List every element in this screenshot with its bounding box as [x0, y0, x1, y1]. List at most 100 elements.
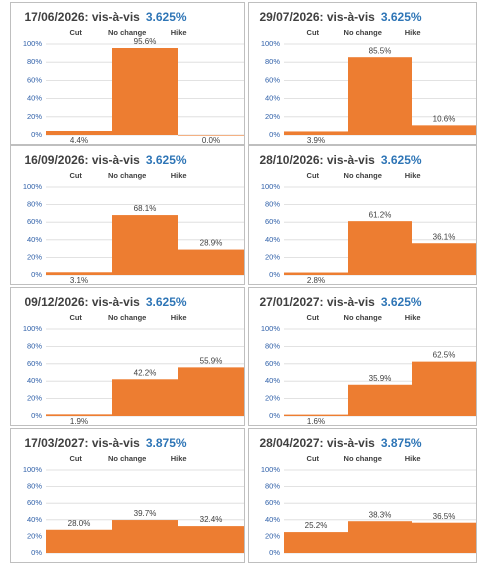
value-label: 3.1%	[70, 276, 88, 285]
y-tick-label: 100%	[23, 324, 43, 333]
value-label: 1.9%	[70, 417, 88, 426]
value-label: 28.9%	[200, 239, 223, 248]
y-tick-label: 40%	[27, 376, 42, 385]
y-tick-label: 100%	[23, 39, 43, 48]
y-tick-label: 80%	[27, 57, 42, 66]
chart-panel: 16/09/2026: vis-à-vis 3.625% 0% 20% 40% 60% 80…	[10, 145, 245, 285]
y-tick-label: 40%	[265, 94, 280, 103]
bar	[412, 243, 476, 275]
value-label: 95.6%	[134, 37, 157, 46]
bar	[178, 367, 244, 416]
y-tick-label: 60%	[27, 498, 42, 507]
category-label: Cut	[307, 171, 320, 180]
value-label: 55.9%	[200, 356, 223, 365]
y-tick-label: 60%	[265, 217, 280, 226]
y-tick-label: 100%	[261, 465, 281, 474]
category-label: Cut	[307, 313, 320, 322]
bar	[348, 57, 412, 135]
bar	[46, 130, 112, 135]
chart-panel: 17/06/2026: vis-à-vis 3.625% 0% 20% 40% 60% 80…	[10, 2, 245, 145]
bar	[284, 414, 348, 416]
chart-title: 16/09/2026: vis-à-vis 3.625%	[24, 153, 186, 167]
value-label: 35.9%	[369, 374, 392, 383]
y-tick-label: 20%	[265, 112, 280, 121]
title-rate: 3.625%	[381, 10, 422, 24]
y-tick-label: 20%	[27, 394, 42, 403]
value-label: 1.6%	[307, 417, 325, 426]
panel-frame	[10, 145, 245, 285]
bar	[178, 249, 244, 275]
chart-panel: 09/12/2026: vis-à-vis 3.625% 0% 20% 40% 60% 80…	[10, 287, 245, 426]
title-text: 29/07/2026: vis-à-vis	[259, 10, 375, 24]
y-tick-label: 100%	[23, 182, 43, 191]
y-tick-label: 0%	[269, 130, 280, 139]
chart-panel: 17/03/2027: vis-à-vis 3.875% 0% 20% 40% 60% 80…	[10, 428, 245, 563]
title-rate: 3.625%	[146, 153, 187, 167]
y-tick-label: 20%	[265, 394, 280, 403]
title-rate: 3.625%	[381, 295, 422, 309]
category-label: No change	[344, 28, 382, 37]
title-rate: 3.625%	[381, 153, 422, 167]
y-tick-label: 40%	[27, 235, 42, 244]
chart-title: 28/04/2027: vis-à-vis 3.875%	[259, 436, 421, 450]
y-tick-label: 60%	[27, 75, 42, 84]
value-label: 36.1%	[433, 232, 456, 241]
y-tick-label: 80%	[27, 200, 42, 209]
y-tick-label: 80%	[265, 200, 280, 209]
value-label: 28.0%	[68, 519, 91, 528]
value-label: 39.7%	[134, 509, 157, 518]
value-label: 36.5%	[433, 512, 456, 521]
value-label: 0.0%	[202, 136, 220, 145]
category-label: No change	[108, 28, 146, 37]
bar	[46, 414, 112, 416]
y-tick-label: 100%	[261, 324, 281, 333]
category-label: Hike	[405, 171, 421, 180]
value-label: 3.9%	[307, 136, 325, 145]
chart-panel: 27/01/2027: vis-à-vis 3.625% 0% 20% 40% 60% 80…	[248, 287, 477, 426]
panel-frame	[10, 287, 245, 426]
value-label: 10.6%	[433, 114, 456, 123]
y-tick-label: 60%	[27, 217, 42, 226]
category-label: Hike	[171, 171, 187, 180]
chart-title: 17/06/2026: vis-à-vis 3.625%	[24, 10, 186, 24]
bar	[348, 384, 412, 416]
y-tick-label: 0%	[269, 270, 280, 279]
value-label: 85.5%	[369, 46, 392, 55]
y-tick-label: 40%	[265, 376, 280, 385]
chart-panel: 28/04/2027: vis-à-vis 3.875% 0% 20% 40% 60% 80…	[248, 428, 477, 563]
category-label: Cut	[307, 28, 320, 37]
bar	[412, 522, 476, 553]
bar	[348, 221, 412, 275]
category-label: Hike	[405, 313, 421, 322]
category-label: Hike	[171, 454, 187, 463]
category-label: Cut	[69, 313, 82, 322]
category-label: No change	[344, 171, 382, 180]
bar	[112, 215, 178, 275]
y-tick-label: 0%	[31, 411, 42, 420]
category-label: No change	[108, 313, 146, 322]
category-label: Cut	[69, 171, 82, 180]
y-tick-label: 100%	[261, 182, 281, 191]
title-text: 28/10/2026: vis-à-vis	[259, 153, 375, 167]
y-tick-label: 20%	[27, 531, 42, 540]
chart-panel: 29/07/2026: vis-à-vis 3.625% 0% 20% 40% 60% 80…	[248, 2, 477, 145]
title-rate: 3.875%	[146, 436, 187, 450]
bar	[46, 272, 112, 275]
y-tick-label: 40%	[27, 94, 42, 103]
y-tick-label: 100%	[261, 39, 281, 48]
title-text: 27/01/2027: vis-à-vis	[259, 295, 375, 309]
category-label: Hike	[171, 313, 187, 322]
value-label: 68.1%	[134, 204, 157, 213]
panel-frame	[10, 2, 245, 145]
value-label: 25.2%	[305, 521, 328, 530]
bar	[412, 125, 476, 135]
category-label: No change	[108, 454, 146, 463]
value-label: 62.5%	[433, 351, 456, 360]
y-tick-label: 80%	[27, 482, 42, 491]
value-label: 61.2%	[369, 210, 392, 219]
title-text: 16/09/2026: vis-à-vis	[24, 153, 140, 167]
category-label: Cut	[69, 454, 82, 463]
bar	[112, 520, 178, 553]
value-label: 4.4%	[70, 136, 88, 145]
